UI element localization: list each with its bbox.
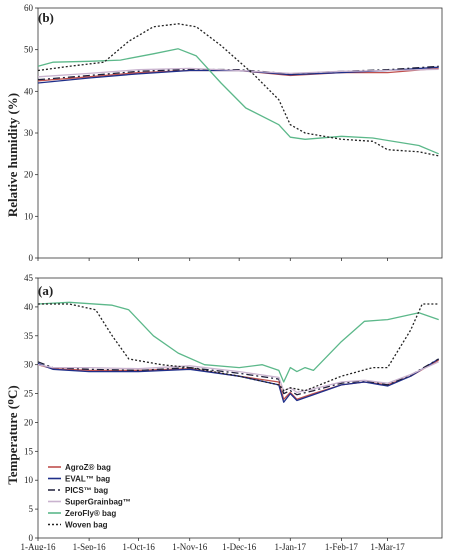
y-tick-label: 20 [24, 170, 34, 180]
y-tick-label: 50 [24, 45, 34, 55]
series-line-zerofly-bag [37, 48, 439, 155]
y-tick-label: 40 [24, 86, 34, 96]
series-line-zerofly-bag [37, 301, 439, 383]
y-tick-label: 35 [24, 331, 34, 341]
y-tick-label: 45 [24, 273, 34, 283]
x-tick-label: 1-Nov-16 [172, 542, 207, 550]
y-tick-label: 20 [24, 417, 34, 427]
legend-label: Woven bag [65, 521, 108, 530]
series-line-agroz-bag [37, 359, 440, 400]
y-axis-label-temperature: Temperature (ᴼC) [5, 385, 20, 484]
series-line-supergrainbag [37, 67, 439, 78]
legend-label: EVAL™ bag [65, 475, 110, 484]
y-tick-label: 0 [29, 253, 34, 263]
y-tick-label: 10 [24, 211, 34, 221]
x-tick-label: 1-Feb-17 [325, 542, 358, 550]
legend-label: PICS™ bag [65, 486, 108, 495]
legend-label: ZeroFly® bag [65, 509, 116, 518]
y-tick-label: 25 [24, 389, 34, 399]
panel-temperature: (a) Temperature (ᴼC) 0 5 10 15 20 25 30 35 40 45 1… [5, 273, 443, 550]
panel-humidity: (b) Relative humidity (%) 0 10 20 30 40 50 60 [5, 3, 443, 263]
y-tick-label: 30 [24, 128, 34, 138]
y-axis-label-humidity: Relative humidity (%) [5, 93, 20, 217]
x-tick-label: 1-Dec-16 [222, 542, 256, 550]
panel-label-b: (b) [38, 10, 54, 25]
plot-frame [37, 277, 443, 539]
y-tick-label: 5 [29, 504, 34, 514]
plot-frame [37, 7, 443, 259]
series-line-woven-bag [37, 23, 439, 157]
y-tick-label: 0 [29, 533, 34, 543]
x-tick-label: 1-Aug-16 [21, 542, 56, 550]
y-tick-label: 30 [24, 360, 34, 370]
y-tick-label: 40 [24, 302, 34, 312]
y-tick-label: 10 [24, 475, 34, 485]
y-tick-label: 15 [24, 446, 34, 456]
x-tick-label: 1-Jan-17 [275, 542, 307, 550]
legend-label: SuperGrainbag™ [65, 498, 131, 507]
series-line-woven-bag [38, 303, 439, 392]
y-tick-label: 60 [24, 3, 34, 13]
series-line-pics-bag [37, 358, 440, 396]
legend: AgroZ® bag EVAL™ bag PICS™ bag SuperGrainba… [48, 463, 131, 530]
series-line-supergrainbag [37, 361, 439, 394]
x-tick-label: 1-Oct-16 [122, 542, 155, 550]
x-tick-label: 1-Sep-16 [73, 542, 106, 550]
x-tick-label: 1-Mar-17 [370, 542, 405, 550]
panel-label-a: (a) [38, 283, 53, 298]
series-line-eval-bag [37, 358, 440, 403]
legend-label: AgroZ® bag [65, 463, 111, 472]
